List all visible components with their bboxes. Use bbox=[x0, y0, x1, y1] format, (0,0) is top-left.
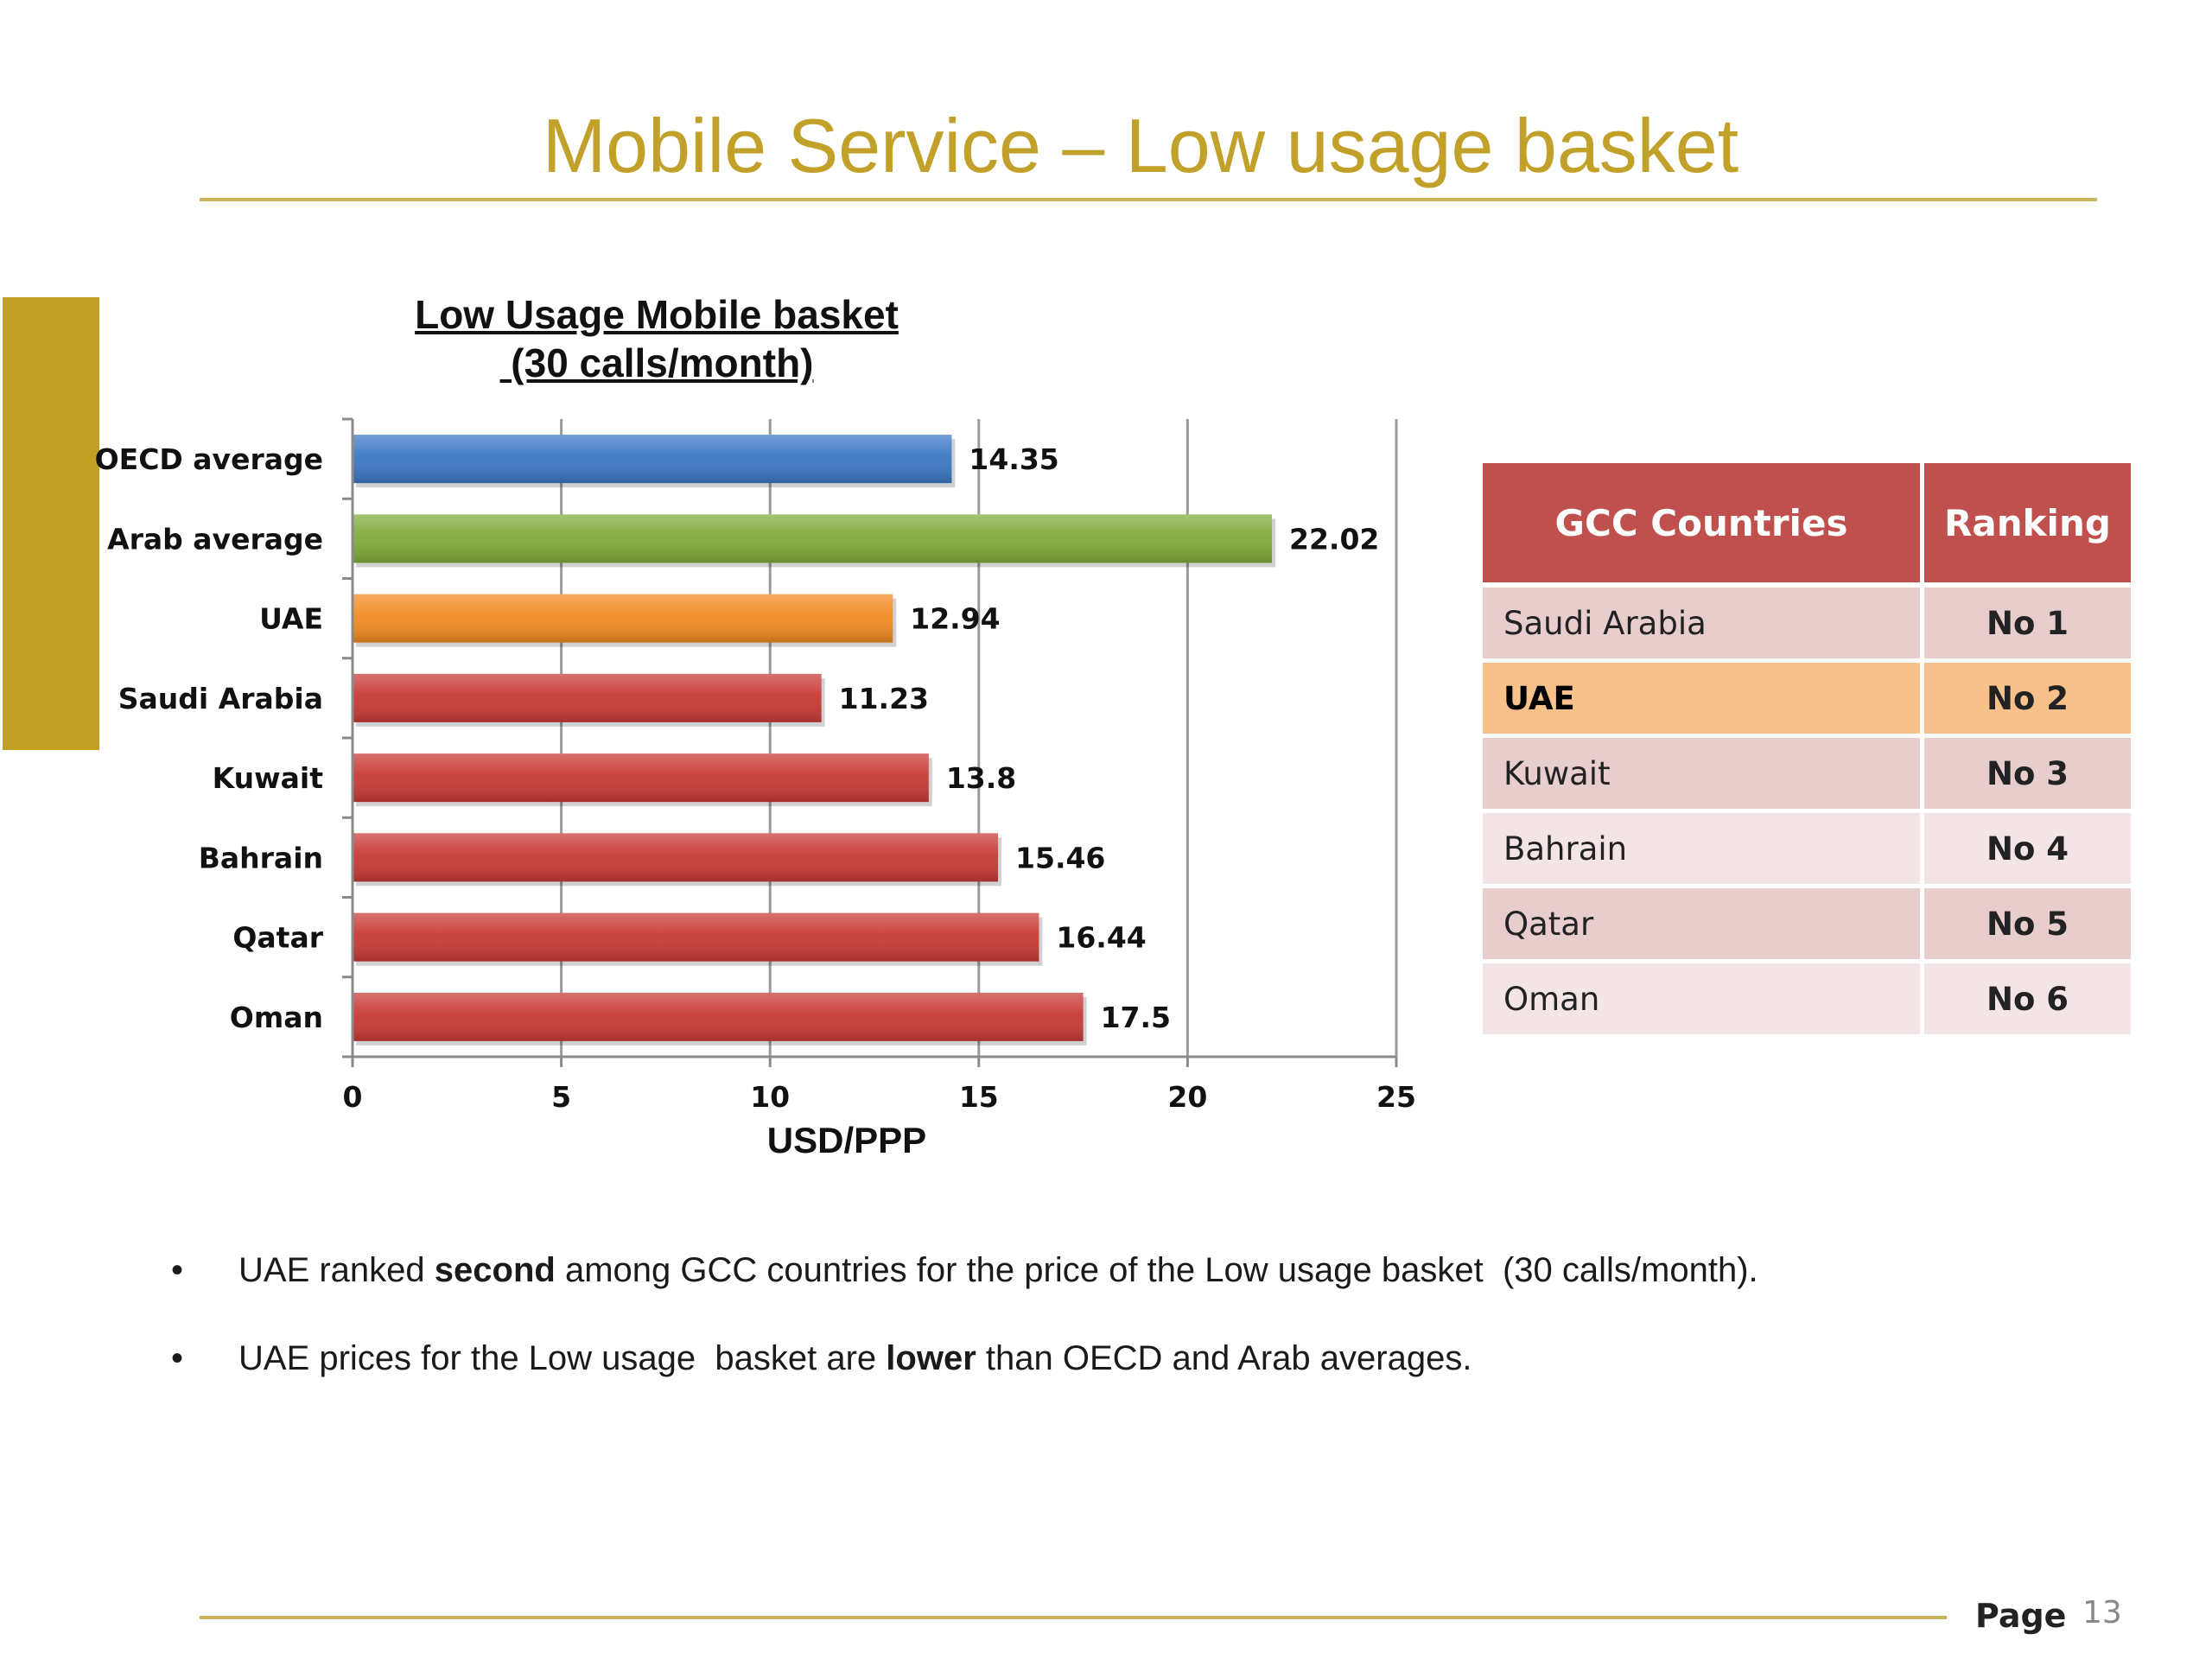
header-gcc-countries: GCC Countries bbox=[1483, 463, 1924, 588]
x-tick-label: 15 bbox=[959, 1080, 999, 1114]
ranking-table-header: GCC Countries Ranking bbox=[1483, 463, 2131, 588]
category-label: OECD average bbox=[95, 442, 323, 476]
value-label: 13.8 bbox=[946, 761, 1016, 795]
country-cell: Oman bbox=[1483, 961, 1924, 1039]
bullet-text: UAE prices for the Low usage basket are … bbox=[238, 1339, 1472, 1377]
bar-shading bbox=[353, 594, 893, 643]
value-label: 15.46 bbox=[1015, 841, 1105, 874]
bullet-dot: • bbox=[171, 1339, 184, 1377]
bar-shading bbox=[353, 514, 1273, 563]
category-label: Saudi Arabia bbox=[118, 682, 323, 715]
country-cell: Kuwait bbox=[1483, 735, 1924, 813]
bullet-dot: • bbox=[171, 1251, 184, 1289]
slide-title: Mobile Service – Low usage basket bbox=[542, 103, 1739, 188]
rank-cell: No 3 bbox=[1922, 735, 2131, 813]
bullet-list: • UAE ranked second among GCC countries … bbox=[164, 1251, 1758, 1427]
rank-cell: No 2 bbox=[1922, 660, 2131, 738]
chart-title-line1: Low Usage Mobile basket bbox=[415, 292, 899, 337]
x-tick-label: 0 bbox=[343, 1080, 363, 1114]
table-row: Saudi Arabia No 1 bbox=[1483, 585, 2131, 663]
footer-rule bbox=[200, 1616, 1947, 1619]
chart-title-line2: (30 calls/month) bbox=[499, 340, 814, 385]
country-cell: Qatar bbox=[1483, 886, 1924, 963]
country-cell: UAE bbox=[1483, 660, 1924, 738]
x-tick-label: 25 bbox=[1376, 1080, 1416, 1114]
bar-shading bbox=[353, 992, 1084, 1041]
page-label: Page bbox=[1975, 1597, 2067, 1635]
table-row-highlighted: UAE No 2 bbox=[1483, 660, 2131, 738]
value-label: 22.02 bbox=[1289, 522, 1379, 556]
x-tick-label: 10 bbox=[750, 1080, 790, 1114]
country-cell: Saudi Arabia bbox=[1483, 585, 1924, 663]
bullet-item: • UAE prices for the Low usage basket ar… bbox=[164, 1339, 1758, 1389]
chart-title: Low Usage Mobile basket (30 calls/month) bbox=[372, 290, 942, 387]
value-label: 16.44 bbox=[1056, 921, 1146, 955]
bar-shading bbox=[353, 912, 1039, 962]
x-tick-label: 5 bbox=[551, 1080, 571, 1114]
page-number: 13 bbox=[2082, 1595, 2122, 1630]
category-label: Arab average bbox=[107, 522, 323, 556]
category-label: Oman bbox=[230, 1001, 323, 1034]
category-label: Bahrain bbox=[199, 841, 323, 874]
category-label: Kuwait bbox=[213, 761, 324, 795]
table-row: Kuwait No 3 bbox=[1483, 735, 2131, 813]
rank-cell: No 5 bbox=[1922, 886, 2131, 963]
ranking-table: GCC Countries Ranking Saudi Arabia No 1 … bbox=[1483, 463, 2131, 1039]
x-axis-label: USD/PPP bbox=[766, 1120, 927, 1160]
value-label: 11.23 bbox=[839, 682, 929, 715]
rank-cell: No 1 bbox=[1922, 585, 2131, 663]
category-label: UAE bbox=[259, 602, 323, 636]
bar-shading bbox=[353, 673, 822, 722]
table-row: Oman No 6 bbox=[1483, 961, 2131, 1039]
rank-cell: No 4 bbox=[1922, 810, 2131, 888]
value-label: 14.35 bbox=[969, 442, 1058, 476]
bullet-item: • UAE ranked second among GCC countries … bbox=[164, 1251, 1758, 1301]
x-tick-label: 20 bbox=[1167, 1080, 1207, 1114]
category-label: Qatar bbox=[232, 921, 323, 955]
bar-shading bbox=[353, 753, 929, 803]
rank-cell: No 6 bbox=[1922, 961, 2131, 1039]
bar-shading bbox=[353, 833, 999, 882]
value-label: 17.5 bbox=[1101, 1001, 1171, 1034]
side-accent-block bbox=[3, 297, 99, 750]
title-underline bbox=[200, 198, 2097, 201]
header-ranking: Ranking bbox=[1922, 463, 2131, 588]
bar-shading bbox=[353, 435, 952, 484]
value-label: 12.94 bbox=[910, 602, 1000, 636]
country-cell: Bahrain bbox=[1483, 810, 1924, 888]
table-row: Bahrain No 4 bbox=[1483, 810, 2131, 888]
table-row: Qatar No 5 bbox=[1483, 886, 2131, 963]
bullet-text: UAE ranked second among GCC countries fo… bbox=[238, 1251, 1758, 1289]
